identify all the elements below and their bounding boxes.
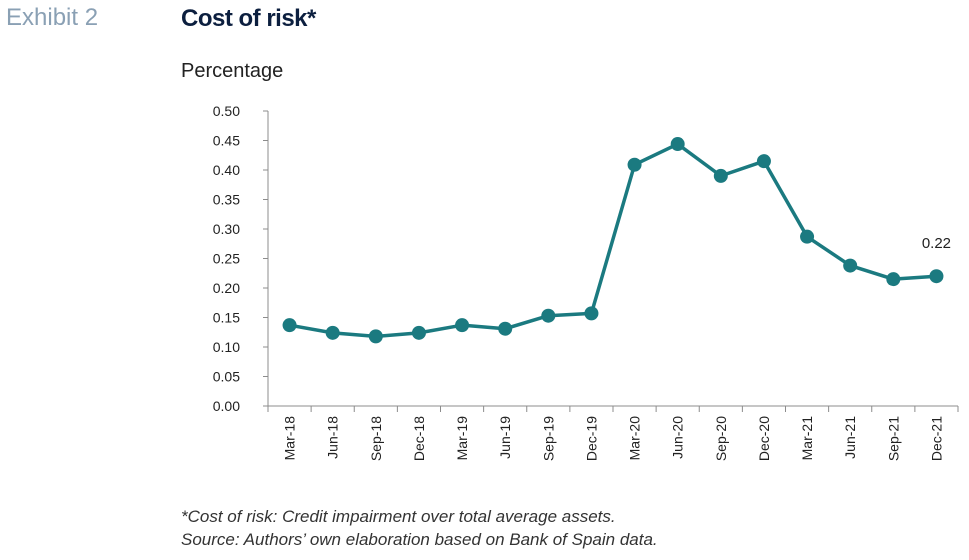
y-tick-label: 0.40 (213, 162, 240, 178)
data-label: 0.22 (922, 235, 951, 252)
y-tick-label: 0.15 (213, 310, 240, 326)
data-point (541, 308, 556, 323)
x-tick-label: Sep-21 (885, 416, 901, 461)
y-tick-label: 0.30 (213, 221, 240, 237)
x-tick-label: Sep-20 (713, 416, 729, 461)
data-point (282, 318, 297, 333)
data-point (325, 325, 340, 340)
data-point (498, 321, 513, 336)
chart-title: Cost of risk* (181, 5, 316, 32)
x-tick-label: Mar-19 (454, 416, 470, 461)
data-point (713, 168, 728, 183)
x-tick-label: Dec-18 (411, 416, 427, 461)
x-tick-label: Jun-20 (670, 416, 686, 459)
data-point (929, 269, 944, 284)
data-point (843, 258, 858, 273)
x-tick-label: Dec-19 (583, 416, 599, 461)
x-tick-label: Dec-21 (928, 416, 944, 461)
y-tick-label: 0.35 (213, 192, 240, 208)
y-tick-label: 0.50 (213, 103, 240, 119)
y-tick-label: 0.25 (213, 251, 240, 267)
x-tick-label: Mar-20 (627, 416, 643, 461)
y-tick-label: 0.05 (213, 369, 240, 385)
data-point (368, 329, 383, 344)
x-tick-label: Jun-18 (325, 416, 341, 459)
y-tick-label: 0.20 (213, 280, 240, 296)
y-tick-label: 0.45 (213, 133, 240, 149)
exhibit-label: Exhibit 2 (6, 4, 99, 31)
x-tick-label: Mar-21 (799, 416, 815, 461)
source-note: Source: Authors’ own elaboration based o… (181, 530, 658, 549)
definition-note: *Cost of risk: Credit impairment over to… (181, 507, 616, 526)
data-point (411, 325, 426, 340)
unit-label: Percentage (181, 60, 284, 82)
y-tick-label: 0.10 (213, 339, 240, 355)
x-tick-label: Sep-18 (368, 416, 384, 461)
data-point (670, 137, 685, 152)
series-line (289, 142, 937, 339)
data-point (627, 157, 642, 172)
line-chart: 0.00 0.05 0.10 0.15 0.20 0.25 0.30 0.35 0.40 0.45… (213, 103, 959, 461)
x-tick-label: Jun-19 (497, 416, 513, 459)
data-point (455, 318, 470, 333)
x-tick-label: Mar-18 (282, 416, 298, 461)
x-tick-label: Jun-21 (842, 416, 858, 459)
data-point (800, 229, 815, 244)
x-tick-label: Sep-19 (540, 416, 556, 461)
y-tick-label: 0.00 (213, 398, 240, 414)
data-point (584, 306, 599, 321)
data-point (756, 154, 771, 169)
x-tick-label: Dec-20 (756, 416, 772, 461)
data-point (886, 272, 901, 287)
